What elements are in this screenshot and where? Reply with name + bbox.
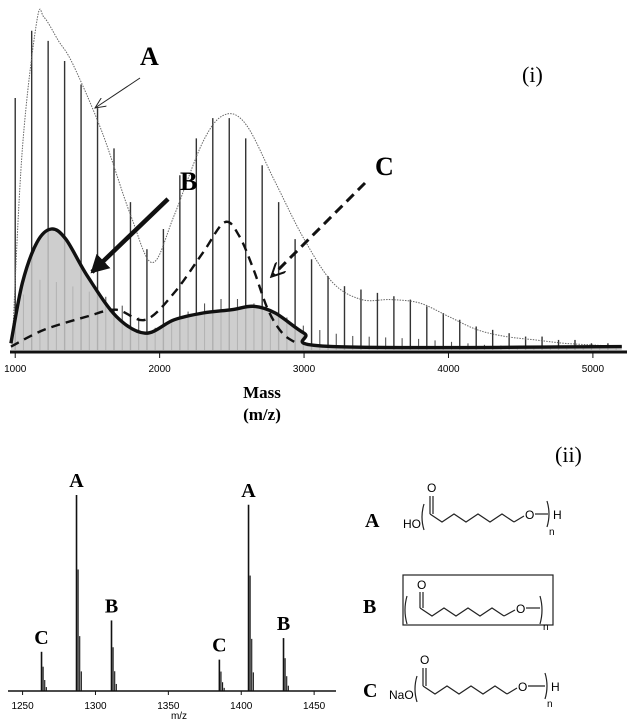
panel-i: 1000 2000 3000 4000 5000 Mass (m/z) (i) A B … — [4, 8, 627, 424]
structure-a-bracket-right — [546, 500, 550, 528]
spectrum-peaks — [40, 495, 289, 691]
structure-a-chain — [429, 513, 515, 523]
structure-b-subscript: n — [543, 622, 549, 633]
callout-b-label: B — [180, 167, 197, 196]
structure-a-ether-o: O — [525, 508, 534, 522]
x-tick-label: 3000 — [293, 364, 316, 375]
peak-label: B — [105, 595, 118, 617]
structure-a-end-right: H — [553, 508, 562, 522]
callout-b-arrow — [90, 197, 170, 274]
callout-a-arrow — [95, 77, 141, 108]
callout-c-label: C — [375, 152, 394, 181]
chemical-structures: A HO O O H n B O O n — [363, 481, 562, 710]
structure-c-ether-o: O — [518, 680, 527, 694]
series-a-envelope — [11, 8, 622, 348]
structure-c-bracket-right — [544, 672, 548, 700]
x-axis-ticks-ii: 1250 1300 1350 1400 1450 — [11, 691, 326, 712]
callout-a-label: A — [140, 42, 159, 71]
peak-label: B — [277, 613, 290, 635]
structure-c-letter: C — [363, 680, 377, 702]
structure-c-bracket-left — [414, 675, 418, 703]
x-tick-label: 5000 — [582, 364, 605, 375]
structure-c-subscript: n — [547, 699, 553, 710]
peak-labels: C A B C A B — [34, 470, 290, 657]
structure-a-subscript: n — [549, 527, 555, 538]
x-axis-ticks: 1000 2000 3000 4000 5000 — [4, 352, 604, 375]
panel-ii: (ii) C A B C A B 1250 1300 1350 1400 1450 m/z — [8, 442, 582, 720]
peak-label: C — [212, 635, 226, 657]
structure-b-letter: B — [363, 596, 376, 618]
x-tick-label: 4000 — [437, 364, 460, 375]
structure-a-letter: A — [365, 510, 380, 532]
x-tick-label-ii: 1400 — [230, 701, 253, 712]
series-b-fill — [10, 228, 622, 350]
x-axis-unit: (m/z) — [243, 405, 281, 424]
peak-label: C — [34, 627, 48, 649]
series-b-line — [9, 227, 622, 350]
structure-c-end-right: H — [551, 680, 560, 694]
structure-a: A HO O O H n — [365, 481, 562, 538]
x-axis-title-ii: m/z — [171, 711, 187, 720]
x-tick-label: 1000 — [4, 364, 27, 375]
structure-c: C NaO O O H n — [363, 653, 560, 710]
structure-b: B O O n — [363, 574, 554, 633]
x-axis-title: Mass — [243, 383, 281, 402]
panel-ii-label: (ii) — [555, 442, 582, 467]
x-tick-label-ii: 1350 — [157, 701, 180, 712]
structure-c-carbonyl-o: O — [420, 653, 429, 667]
structure-a-bracket-left — [421, 503, 425, 531]
callout-c-arrow — [272, 181, 367, 276]
peak-label: A — [69, 470, 84, 492]
x-tick-label: 2000 — [149, 364, 172, 375]
x-tick-label-ii: 1450 — [303, 701, 326, 712]
x-tick-label-ii: 1250 — [11, 701, 34, 712]
structure-c-end-left: NaO — [389, 688, 414, 702]
structure-a-carbonyl-o: O — [427, 481, 436, 495]
panel-i-label: (i) — [522, 62, 543, 87]
structure-c-chain — [422, 685, 508, 695]
structure-b-bracket-left — [404, 595, 408, 625]
structure-b-ring — [402, 574, 554, 626]
series-c-line — [10, 220, 298, 348]
x-tick-label-ii: 1300 — [84, 701, 107, 712]
structure-b-ether-o: O — [516, 602, 525, 616]
peak-label: A — [241, 480, 256, 502]
structure-b-carbonyl-o: O — [417, 578, 426, 592]
structure-a-end-left: HO — [403, 517, 421, 531]
structure-b-chain — [419, 607, 505, 617]
structure-b-bracket-right — [539, 595, 543, 625]
